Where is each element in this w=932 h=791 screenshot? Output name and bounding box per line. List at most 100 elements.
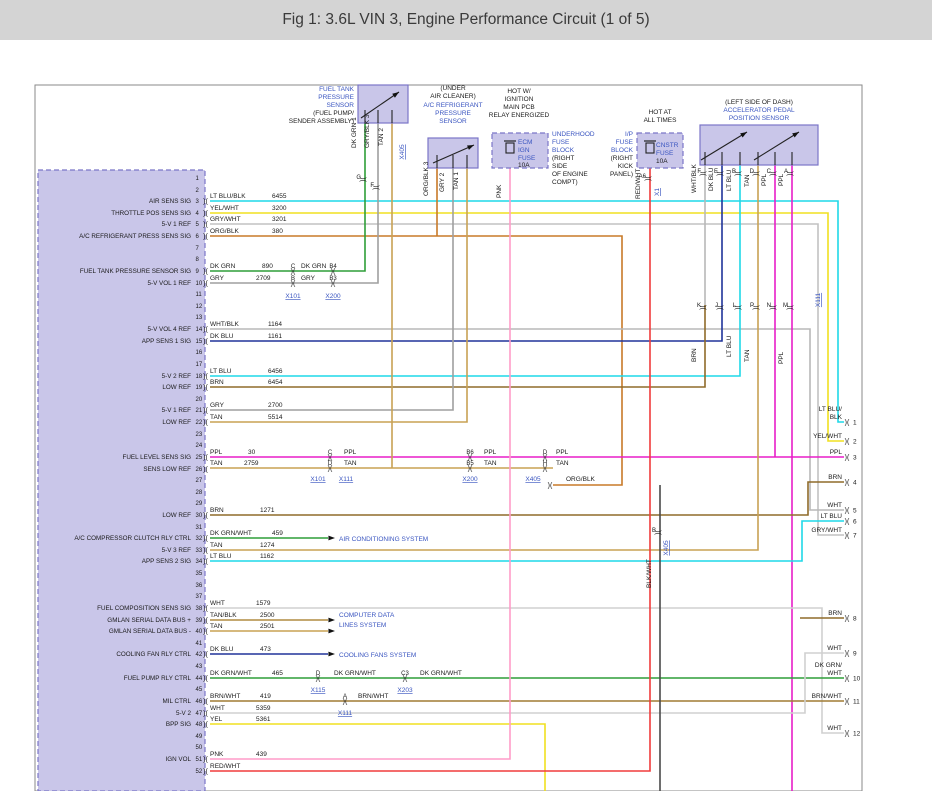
pin-number: 4 xyxy=(196,211,200,217)
connector-link[interactable]: X101 xyxy=(285,293,301,300)
junction-letter: L xyxy=(733,303,737,309)
pin-number: 13 xyxy=(196,315,203,321)
wire-label: DK GRN/WHT xyxy=(334,670,376,677)
wire-label: 3201 xyxy=(272,216,287,223)
connector-link[interactable]: X405 xyxy=(663,540,670,556)
terminal-label: BRN/WHT xyxy=(812,693,842,700)
junction-letter: A xyxy=(784,169,788,175)
pin-number: 31 xyxy=(196,525,203,531)
vertical-wire-label: TAN xyxy=(744,174,751,187)
wire-label: GRY xyxy=(210,275,225,282)
pin-number: 32 xyxy=(196,536,203,542)
fuse-icon xyxy=(505,142,515,154)
connector-link[interactable]: X111 xyxy=(339,476,354,483)
wire-r6 xyxy=(210,235,623,486)
connector-link[interactable]: X111 xyxy=(338,710,353,717)
vertical-wire-label: LT BLU xyxy=(726,169,733,191)
terminal-chevron: )( xyxy=(845,455,850,462)
arrowhead-icon xyxy=(392,92,399,98)
connector-link[interactable]: X101 xyxy=(310,476,326,483)
component-fuel-tank-pressure-sensor xyxy=(357,84,409,124)
wire-label: 2759 xyxy=(244,460,259,467)
connector-link[interactable]: X200 xyxy=(325,293,341,300)
wire-label: TAN xyxy=(344,460,357,467)
wire-label: TAN xyxy=(210,623,223,630)
wire-label: WHT xyxy=(210,705,225,712)
pin-chevron: )( xyxy=(203,559,208,566)
junction: )( xyxy=(700,171,707,176)
junction: )( xyxy=(548,483,553,490)
connector-link[interactable]: X405 xyxy=(525,476,541,483)
junction: )( xyxy=(543,466,548,473)
pin-label: FUEL TANK PRESSURE SENSOR SIG xyxy=(80,268,191,275)
terminal-chevron: )( xyxy=(845,731,850,738)
vertical-wire-label: GRY/BLK 3 xyxy=(364,114,371,148)
terminal-chevron: )( xyxy=(845,699,850,706)
vertical-wire-label: ORG/BLK 3 xyxy=(423,161,430,196)
junction: )( xyxy=(787,305,794,310)
pin-chevron: )( xyxy=(203,618,208,625)
wire-label: LT BLU/BLK xyxy=(210,193,246,200)
pin-number: 6 xyxy=(196,234,200,240)
pin-chevron: )( xyxy=(203,513,208,520)
wire-label: BRN xyxy=(210,507,224,514)
figure-title: Fig 1: 3.6L VIN 3, Engine Performance Ci… xyxy=(282,11,650,28)
wire-label: WHT xyxy=(210,600,225,607)
connector-link[interactable]: X115 xyxy=(311,687,326,694)
connector-link[interactable]: X1 xyxy=(654,188,661,196)
component-label: SENSOR xyxy=(327,102,355,109)
pin-number: 5 xyxy=(196,222,200,228)
wire-r38 xyxy=(210,607,844,734)
wire-label: GRY xyxy=(301,275,316,282)
junction: )( xyxy=(331,281,336,288)
pin-chevron: )( xyxy=(203,408,208,415)
wire-label: BRN/WHT xyxy=(210,693,240,700)
component-label: (RIGHT xyxy=(611,155,633,162)
pin-label: GMLAN SERIAL DATA BUS + xyxy=(107,617,191,624)
wire-label: 2709 xyxy=(256,275,271,282)
component-label: FUSE xyxy=(616,139,634,146)
vertical-wire-label: DK BLU xyxy=(708,167,715,191)
junction: )( xyxy=(645,176,652,181)
pin-label: MIL CTRL xyxy=(163,698,192,705)
junction: )( xyxy=(770,171,777,176)
wire-label: LT BLU xyxy=(210,553,232,560)
component-label: IGN xyxy=(518,147,530,154)
component-label: PRESSURE xyxy=(435,110,471,117)
vertical-wire-label: TAN xyxy=(744,349,751,362)
pin-number: 36 xyxy=(196,583,203,589)
wire-label: TAN xyxy=(210,460,223,467)
terminal-number: 4 xyxy=(853,480,857,487)
wire-label: DK GRN xyxy=(210,263,236,270)
pin-label: IGN VOL xyxy=(165,756,191,763)
junction-letter: D xyxy=(750,169,755,175)
terminal-label: WHT xyxy=(827,670,842,677)
connector-link[interactable]: X111 xyxy=(815,293,822,308)
vertical-wire-label: PPL xyxy=(778,173,785,186)
ecm-connector-box xyxy=(37,169,206,791)
sensor-arrow-icon xyxy=(753,131,800,161)
wire-label: 1274 xyxy=(260,542,275,549)
pin-label: THROTTLE POS SENS SIG xyxy=(111,210,191,217)
connector-link[interactable]: X405 xyxy=(399,144,406,160)
pin-chevron: )( xyxy=(203,199,208,206)
component-label: (LEFT SIDE OF DASH) xyxy=(725,99,793,106)
pin-number: 9 xyxy=(196,269,200,275)
pin-number: 46 xyxy=(196,699,203,705)
connector-link[interactable]: X203 xyxy=(397,687,413,694)
pin-number: 21 xyxy=(196,408,203,414)
pin-number: 2 xyxy=(196,188,200,194)
junction: )( xyxy=(717,305,724,310)
system-label: AIR CONDITIONING SYSTEM xyxy=(339,536,428,543)
wire-r5 xyxy=(210,223,844,536)
wire-label: DK GRN/WHT xyxy=(420,670,462,677)
junction: )( xyxy=(700,305,707,310)
component-label: HOT W/ xyxy=(507,88,531,95)
pin-number: 42 xyxy=(196,652,203,658)
junction: )( xyxy=(735,305,742,310)
wire-label: LT BLU xyxy=(210,368,232,375)
connector-link[interactable]: X200 xyxy=(462,476,478,483)
pin-number: 29 xyxy=(196,501,203,507)
vertical-wire-label: DK GRN 1 xyxy=(351,117,358,148)
